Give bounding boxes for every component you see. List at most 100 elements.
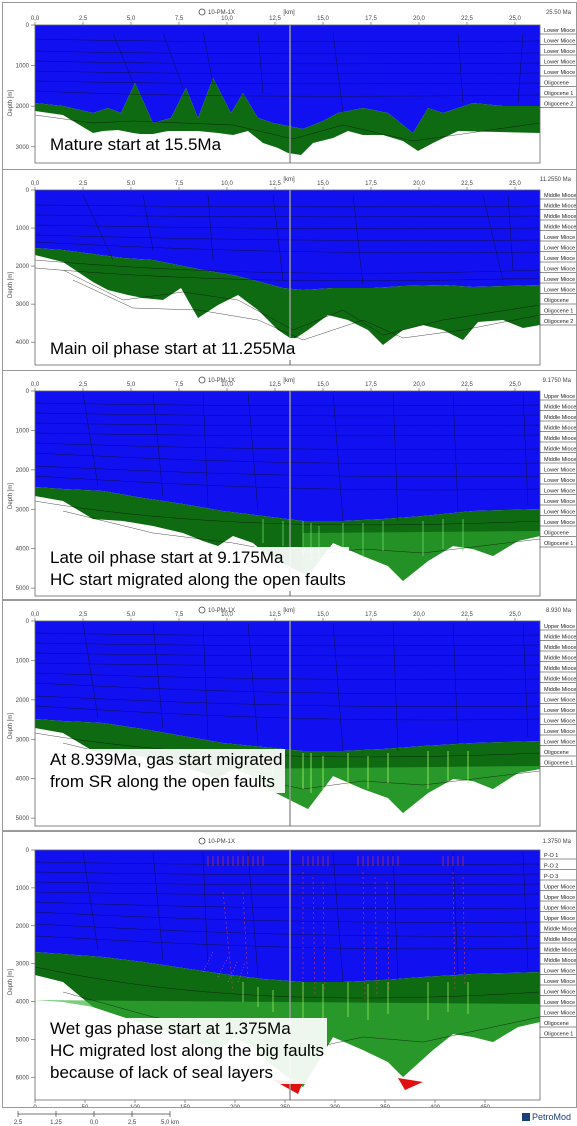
layer-legend: Middle Mioce Middle Mioce Middle Mioce Midd…	[540, 193, 576, 326]
age-label: 8.930 Ma	[546, 608, 572, 614]
x-tick-label: 25,0	[509, 181, 521, 187]
x-tick-label: 10,0	[221, 181, 233, 187]
depth-tick-label: 0	[26, 389, 30, 395]
layer-label: Oligocene	[544, 298, 569, 304]
layer-label: Middle Mioce	[544, 656, 576, 662]
depth-tick-label: 1000	[16, 428, 30, 434]
depth-axis-label: Depth [m]	[8, 713, 14, 739]
layer-label: Lower Mioce	[544, 1000, 575, 1006]
depth-tick-label: 2000	[16, 104, 30, 110]
x-tick-label: 22,5	[461, 382, 473, 388]
layer-label: Oligocene 2	[544, 319, 573, 325]
scale-bar: 2,5 1,25 0,0 2,5 5,0 km	[14, 1111, 179, 1126]
depth-axis-label: Depth [m]	[8, 90, 14, 116]
x-tick-label: 12,5	[269, 16, 281, 22]
layer-label: Oligocene 1	[544, 1032, 573, 1038]
x-tick-label: 20,0	[413, 181, 425, 187]
layer-label: Middle Mioce	[544, 436, 576, 442]
layer-label: Oligocene	[544, 750, 569, 756]
layer-label: Lower Mioce	[544, 288, 575, 294]
x-ticks: 0,0 2,5 5,0 7,5 10,0 12,5 15,0 17,5 20,0 22,5 25,0	[31, 16, 521, 25]
x-unit-label: [km]	[283, 608, 295, 614]
layer-label: Middle Mioce	[544, 666, 576, 672]
depth-tick-label: 0	[26, 23, 30, 29]
layer-label: Lower Mioce	[544, 478, 575, 484]
x-tick-label: 5,0	[127, 612, 136, 618]
x-ticks: 0,0 2,5 5,0 7,5 10,0 12,5 15,0 17,5 20,0 22,5 25,0	[31, 612, 521, 621]
layer-label: Oligocene 1	[544, 761, 573, 767]
panel-caption: Wet gas phase start at 1.375Ma HC migrat…	[47, 1018, 328, 1084]
x-tick-label: 22,5	[461, 16, 473, 22]
layer-label: Middle Mioce	[544, 645, 576, 651]
depth-tick-label: 2000	[16, 698, 30, 704]
bottom-tick-label: 50	[82, 1105, 89, 1107]
x-tick-label: 10,0	[221, 612, 233, 618]
layer-label: Upper Mioce	[544, 394, 575, 400]
layer-label: Middle Mioce	[544, 193, 576, 199]
depth-tick-label: 1000	[16, 64, 30, 70]
x-unit-label: [km]	[283, 10, 295, 16]
layer-label: Lower Mioce	[544, 520, 575, 526]
layer-label: Lower Mioce	[544, 267, 575, 273]
bottom-ticks: 0 50 100 150 200 250 300 350 400 450	[33, 1100, 491, 1107]
x-tick-label: 2,5	[79, 612, 88, 618]
bottom-tick-label: 100	[130, 1105, 141, 1107]
x-tick-label: 12,5	[269, 612, 281, 618]
depth-tick-label: 3000	[16, 302, 30, 308]
age-label: 25.50 Ma	[546, 10, 572, 16]
x-tick-label: 17,5	[365, 382, 377, 388]
depth-tick-label: 0	[26, 188, 30, 194]
x-tick-label: 7,5	[175, 382, 184, 388]
x-tick-label: 25,0	[509, 612, 521, 618]
x-tick-label: 5,0	[127, 16, 136, 22]
depth-tick-label: 5000	[16, 1037, 30, 1043]
layer-legend: P-O 1 P-O 2 P-O 3 Upper Mioce Upper Mioce Upp…	[540, 853, 576, 1038]
bottom-tick-label: 250	[280, 1105, 291, 1107]
well-marker: 10-PM-1X	[198, 837, 235, 845]
well-label: 10-PM-1X	[208, 378, 235, 384]
layer-label: Middle Mioce	[544, 204, 576, 210]
bottom-tick-label: 400	[430, 1105, 441, 1107]
layer-label: Upper Mioce	[544, 916, 575, 922]
well-label: 10-PM-1X	[208, 839, 235, 845]
layer-label: Middle Mioce	[544, 415, 576, 421]
x-tick-label: 20,0	[413, 612, 425, 618]
layer-label: P-O 3	[544, 874, 558, 880]
layer-label: Middle Mioce	[544, 447, 576, 453]
age-label: 11.2550 Ma	[540, 177, 572, 183]
depth-tick-label: 3000	[16, 507, 30, 513]
depth-tick-label: 3000	[16, 145, 30, 151]
well-marker: 10-PM-1X	[198, 8, 235, 16]
x-tick-label: 15,0	[317, 382, 329, 388]
depth-tick-label: 3000	[16, 962, 30, 968]
bottom-tick-label: 150	[180, 1105, 191, 1107]
layer-label: Lower Mioce	[544, 969, 575, 975]
x-tick-label: 0,0	[31, 16, 40, 22]
layer-label: Lower Mioce	[544, 70, 575, 76]
layer-label: Oligocene 1	[544, 309, 573, 315]
x-tick-label: 12,5	[269, 382, 281, 388]
depth-tick-label: 3000	[16, 737, 30, 743]
layer-label: Lower Mioce	[544, 39, 575, 45]
depth-axis-label: Depth [m]	[8, 969, 14, 995]
x-tick-label: 15,0	[317, 16, 329, 22]
depth-tick-label: 4000	[16, 777, 30, 783]
layer-label: Upper Mioce	[544, 624, 575, 630]
scale-bar-label: 0,0	[90, 1120, 99, 1126]
x-tick-label: 17,5	[365, 16, 377, 22]
x-tick-label: 0,0	[31, 382, 40, 388]
depth-axis-label: Depth [m]	[8, 272, 14, 298]
petromod-logo: PetroMod	[521, 1112, 571, 1122]
panel-caption: At 8.939Ma, gas start migrated from SR a…	[47, 749, 286, 793]
depth-tick-label: 1000	[16, 226, 30, 232]
x-unit-label: [km]	[283, 378, 295, 384]
layer-label: Middle Mioce	[544, 958, 576, 964]
x-tick-label: 25,0	[509, 16, 521, 22]
panel-caption: Mature start at 15.5Ma	[47, 134, 225, 156]
x-tick-label: 2,5	[79, 16, 88, 22]
layer-label: Lower Mioce	[544, 698, 575, 704]
layer-legend: Upper Mioce Middle Mioce Middle Mioce Middl…	[540, 624, 576, 767]
bottom-tick-label: 450	[480, 1105, 491, 1107]
layer-label: Lower Mioce	[544, 468, 575, 474]
layer-label: Middle Mioce	[544, 927, 576, 933]
